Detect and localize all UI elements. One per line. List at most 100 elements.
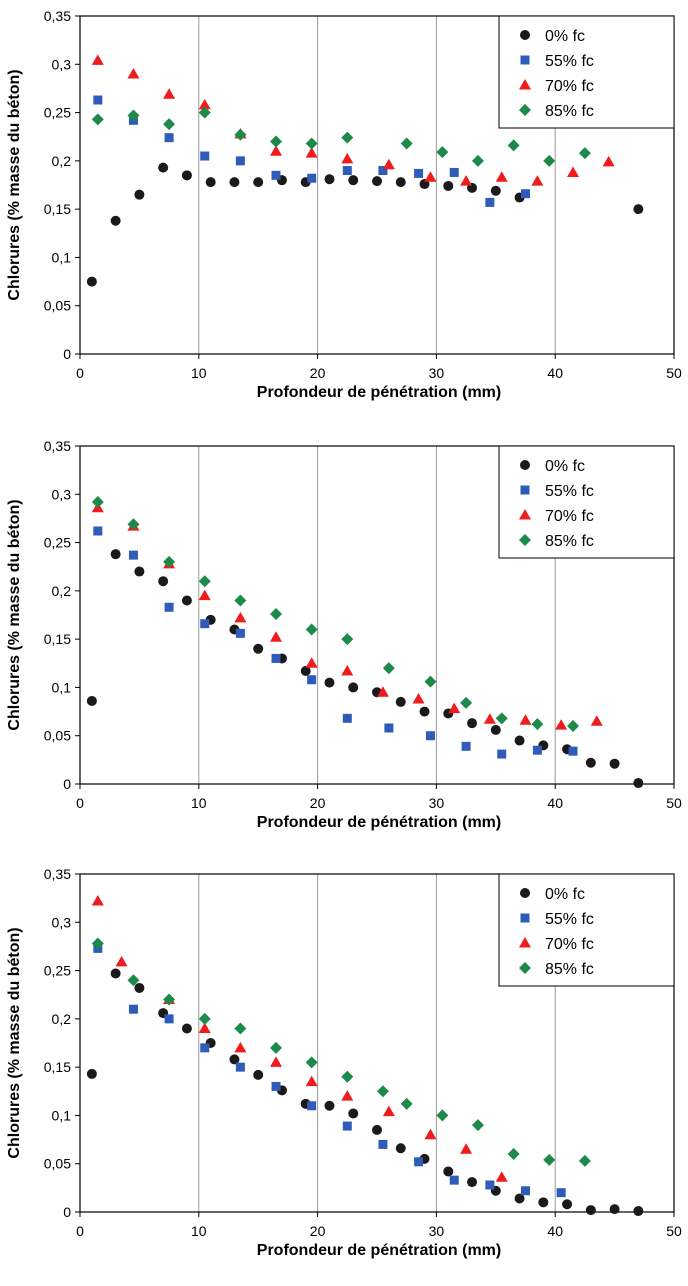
data-point-series-1 — [158, 576, 169, 587]
chart-3: 0 10 20 30 40 50 0 0,05 0,1 0,15 0,2 0,25 0,3 0,35 0% … — [6, 866, 682, 1259]
data-point-series-2 — [128, 1004, 138, 1014]
y-tick-label: 0 — [63, 1204, 71, 1220]
data-point-series-4 — [341, 131, 354, 144]
data-point-series-2 — [414, 1157, 424, 1167]
series-3 — [91, 501, 603, 730]
data-point-series-4 — [495, 712, 508, 725]
x-axis-title: Profondeur de pénétration (mm) — [257, 384, 501, 401]
data-point-series-2 — [342, 1121, 352, 1131]
data-point-series-4 — [400, 1097, 413, 1110]
data-point-series-2 — [521, 1186, 530, 1196]
legend-marker-series-1 — [520, 888, 530, 898]
data-point-series-2 — [342, 713, 352, 723]
data-point-series-3 — [555, 719, 568, 730]
data-point-series-2 — [449, 167, 459, 177]
data-point-series-2 — [307, 173, 317, 183]
x-tick-label: 30 — [429, 365, 445, 381]
data-point-series-2 — [200, 1043, 210, 1053]
y-tick-label: 0,15 — [44, 1059, 71, 1075]
y-tick-label: 0,3 — [52, 486, 72, 502]
data-point-series-3 — [460, 175, 473, 186]
data-point-series-4 — [531, 718, 544, 731]
data-point-series-1 — [467, 718, 478, 729]
data-point-series-2 — [164, 133, 174, 143]
x-tick-label: 40 — [547, 1223, 563, 1239]
data-point-series-3 — [91, 54, 104, 65]
data-point-series-3 — [270, 1056, 283, 1067]
data-point-series-2 — [307, 1101, 317, 1111]
data-point-series-4 — [163, 118, 176, 131]
data-point-series-4 — [436, 1109, 449, 1122]
legend-label-series-4: 85% fc — [545, 961, 594, 978]
x-tick-label: 30 — [429, 795, 445, 811]
series-2 — [93, 526, 578, 759]
data-point-series-3 — [495, 171, 508, 182]
x-tick-label: 50 — [666, 1223, 682, 1239]
y-axis-title: Chlorures (% masse du béton) — [6, 69, 23, 300]
data-point-series-3 — [127, 67, 140, 79]
series-1 — [86, 162, 644, 287]
data-point-series-1 — [134, 566, 145, 577]
legend-label-series-3: 70% fc — [545, 936, 594, 953]
data-point-series-1 — [348, 682, 359, 693]
data-point-series-2 — [93, 95, 103, 105]
data-point-series-4 — [163, 993, 176, 1006]
legend-marker-series-3 — [519, 509, 531, 520]
data-point-series-1 — [609, 758, 620, 769]
data-point-series-1 — [443, 180, 454, 191]
data-point-series-1 — [467, 1177, 478, 1188]
data-point-series-1 — [110, 968, 121, 979]
data-point-series-4 — [436, 146, 449, 159]
data-point-series-1 — [443, 1166, 454, 1177]
data-point-series-1 — [158, 162, 169, 173]
data-point-series-1 — [585, 1205, 596, 1216]
data-point-series-3 — [163, 88, 176, 99]
data-point-series-2 — [485, 1180, 495, 1190]
data-point-series-4 — [305, 623, 318, 636]
data-point-series-2 — [271, 1081, 281, 1091]
data-point-series-2 — [485, 197, 495, 207]
data-point-series-3 — [341, 152, 354, 164]
data-point-series-1 — [395, 177, 406, 188]
x-tick-label: 0 — [76, 365, 84, 381]
legend-marker-series-2 — [520, 913, 530, 923]
legend-label-series-2: 55% fc — [545, 53, 594, 70]
data-point-series-1 — [514, 1193, 525, 1204]
data-point-series-1 — [633, 778, 644, 789]
y-tick-label: 0,1 — [52, 1107, 72, 1123]
x-tick-label: 20 — [310, 795, 326, 811]
data-point-series-1 — [490, 724, 501, 735]
data-point-series-1 — [633, 204, 644, 215]
legend-label-series-1: 0% fc — [545, 458, 585, 475]
y-tick-label: 0,1 — [52, 679, 72, 695]
data-point-series-2 — [128, 550, 138, 560]
x-tick-label: 10 — [191, 1223, 207, 1239]
y-tick-label: 0,15 — [44, 631, 71, 647]
data-point-series-3 — [382, 158, 395, 170]
data-point-series-3 — [412, 693, 425, 704]
data-point-series-4 — [270, 135, 283, 148]
y-tick-label: 0,2 — [52, 153, 72, 169]
data-point-series-3 — [270, 631, 283, 642]
legend-marker-series-3 — [519, 79, 531, 90]
data-point-series-1 — [348, 1108, 359, 1119]
data-point-series-3 — [234, 611, 247, 623]
data-point-series-1 — [324, 1100, 335, 1111]
legend-label-series-1: 0% fc — [545, 886, 585, 903]
data-point-series-1 — [585, 757, 596, 768]
data-point-series-2 — [93, 526, 103, 536]
y-tick-label: 0,25 — [44, 535, 71, 551]
data-point-series-1 — [134, 189, 145, 200]
data-point-series-4 — [127, 974, 140, 987]
data-point-series-3 — [341, 1090, 354, 1101]
y-tick-label: 0,3 — [52, 914, 72, 930]
data-point-series-4 — [400, 137, 413, 150]
data-point-series-1 — [372, 176, 382, 187]
data-point-series-3 — [234, 1041, 247, 1053]
legend-label-series-3: 70% fc — [545, 508, 594, 525]
legend-marker-series-4 — [519, 534, 531, 546]
data-point-series-3 — [198, 1022, 211, 1034]
x-tick-label: 10 — [191, 795, 207, 811]
data-point-series-4 — [305, 137, 318, 150]
x-axis-title: Profondeur de pénétration (mm) — [257, 814, 501, 831]
